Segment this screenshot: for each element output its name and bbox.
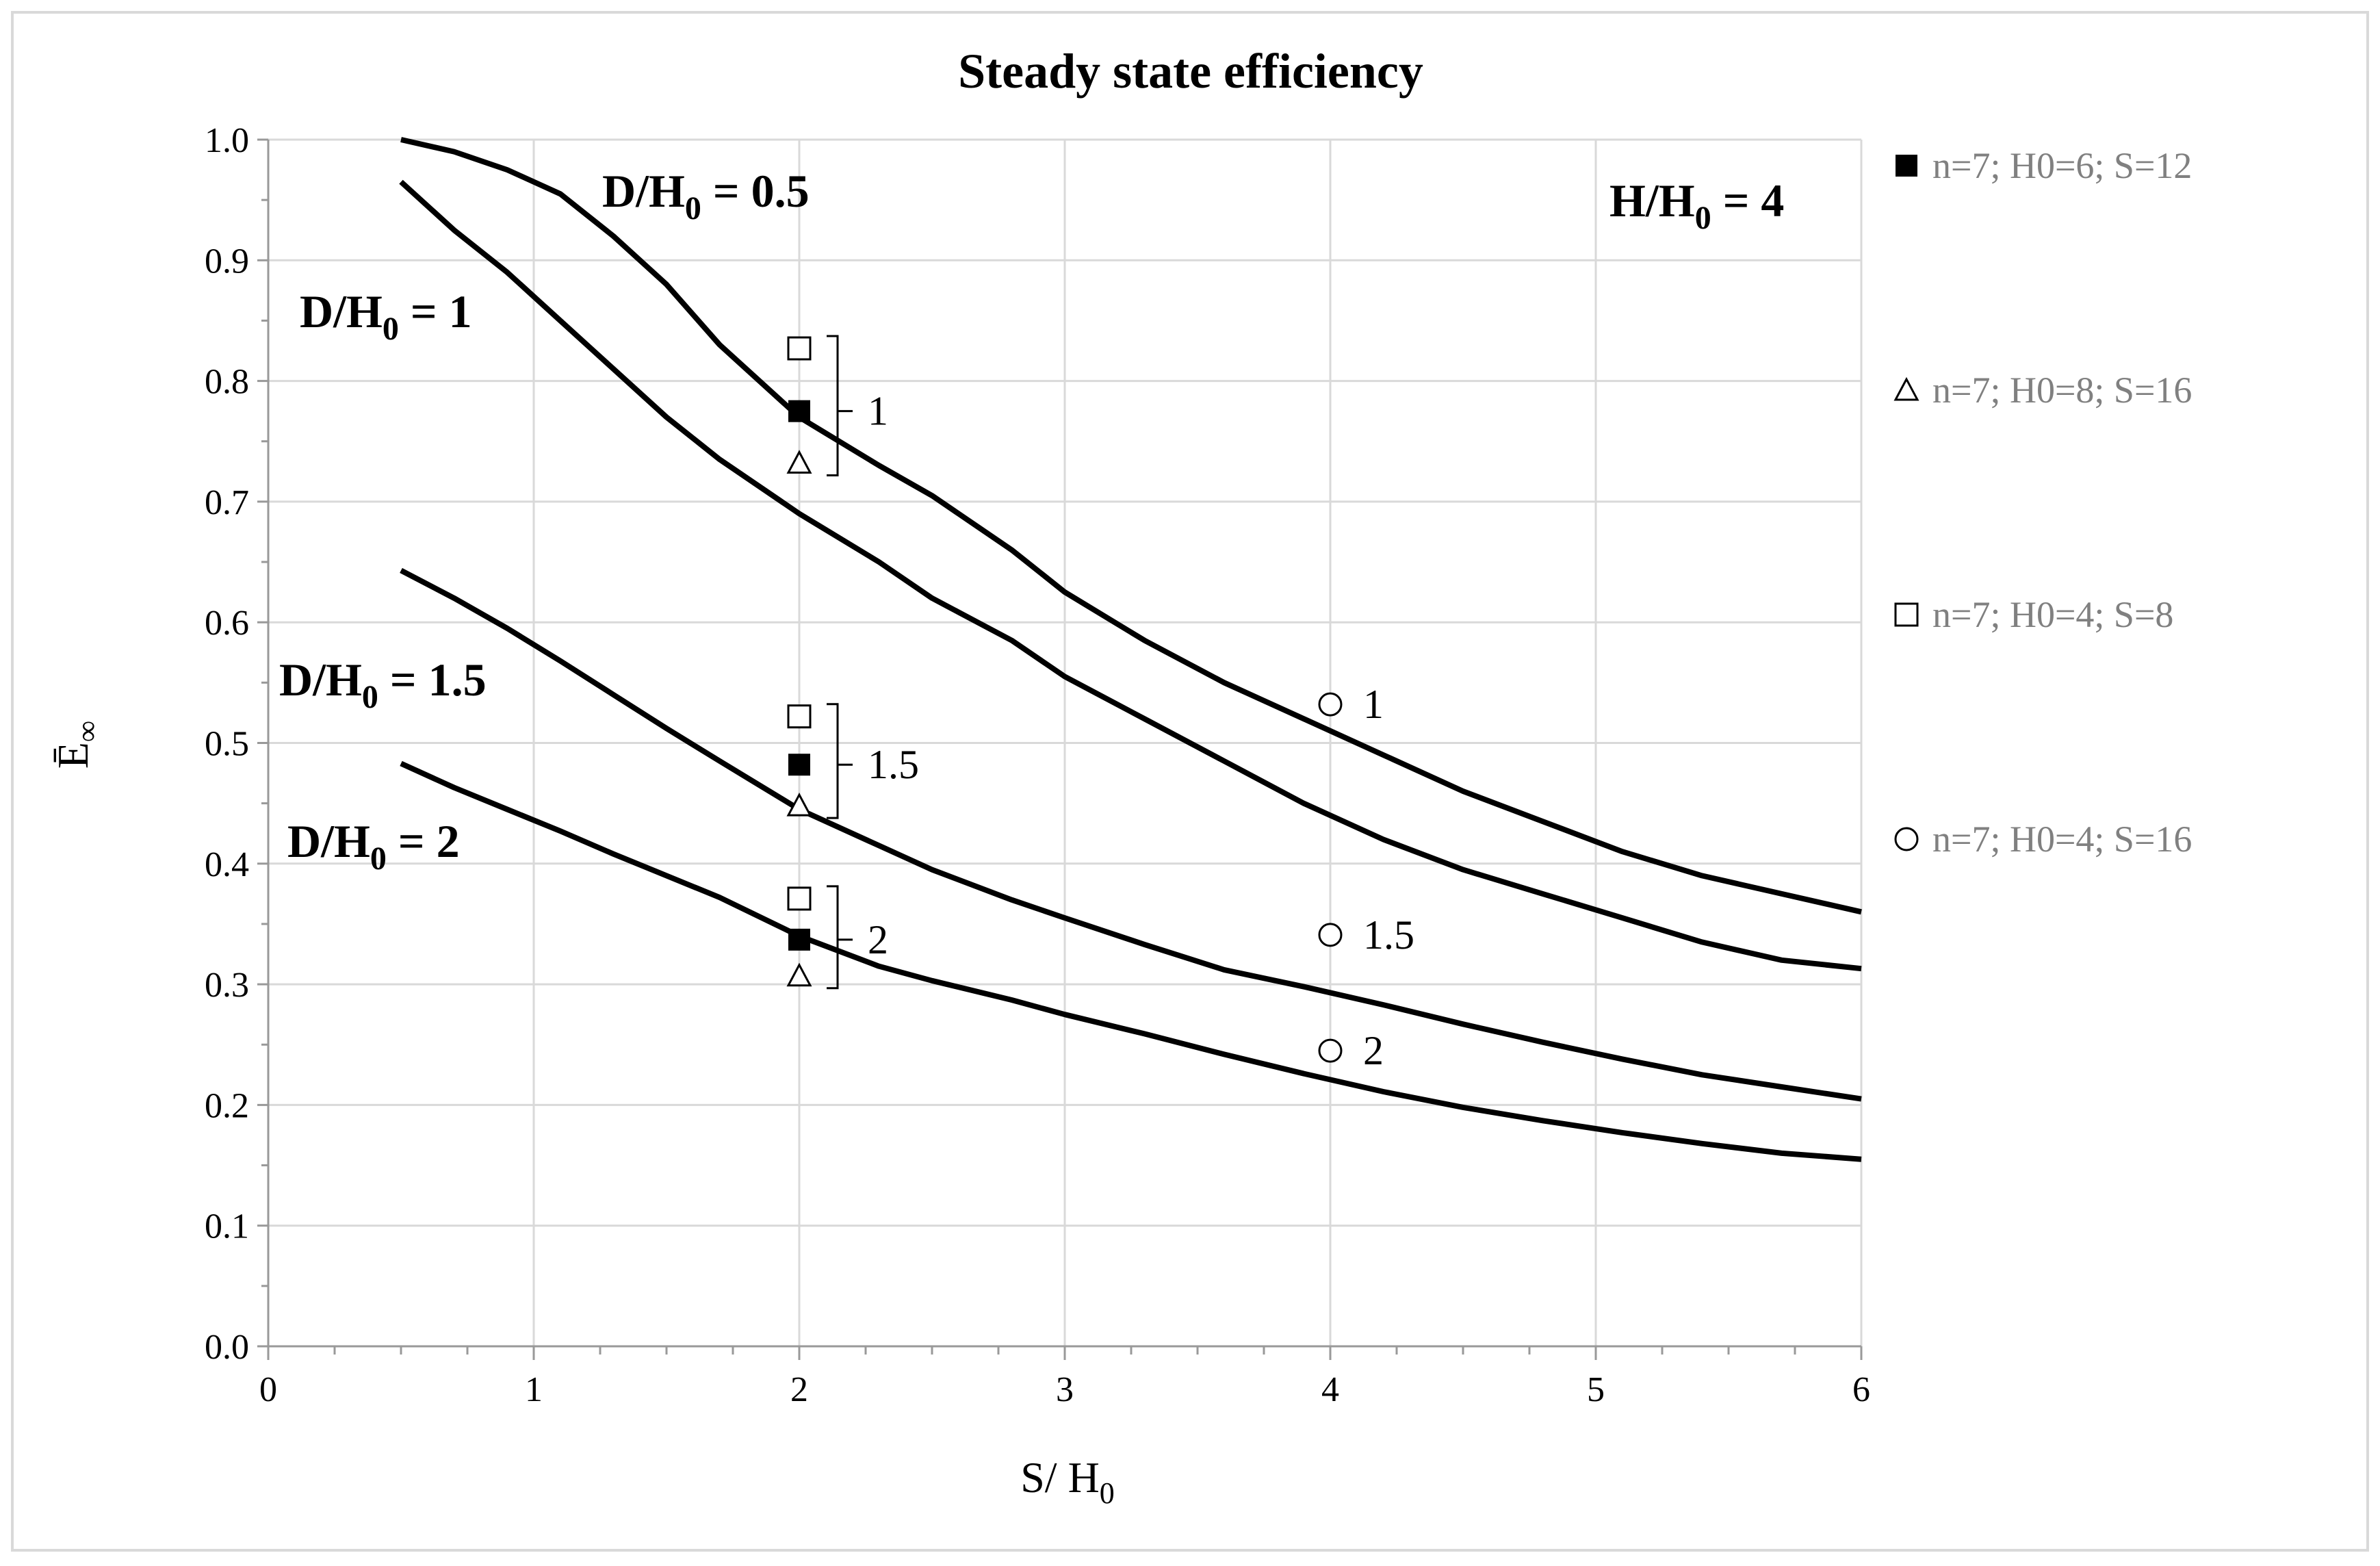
x-tick-label-1: 1 [525,1370,543,1409]
y-tick-label-9: 0.9 [205,242,249,281]
marker-open-triangle-1 [786,792,812,817]
circle-label-0: 1 [1363,682,1384,727]
series-lines [399,137,1862,1162]
annot-1-main: D/H [300,285,383,337]
y-tick-label-0: 0.0 [205,1328,249,1367]
annot-1.5-main: D/H [279,654,362,706]
series-line-3 [400,760,1862,1162]
bracket-2 [827,885,853,990]
marker-open-circle-1 [1318,923,1343,947]
annot-2-sub: 0 [370,840,387,877]
legend-label-2: n=7; H0=4; S=8 [1932,594,2173,635]
marker-open-square-1 [787,704,812,729]
legend-label-0: n=7; H0=6; S=12 [1932,145,2192,186]
x-tick-label-0: 0 [259,1370,277,1409]
marker-open-square-2 [787,886,812,911]
marker-filled-square-2 [788,928,810,951]
y-axis-title-main: Ē [49,742,97,769]
y-tick-label-10: 1.0 [205,121,249,160]
annot-2-rest: = 2 [387,815,460,867]
y-tick-label-1: 0.1 [205,1207,249,1246]
y-tick-label-6: 0.6 [205,604,249,643]
chart-title: Steady state efficiency [958,44,1423,99]
legend-marker-0 [1896,155,1917,177]
y-tick-label-3: 0.3 [205,966,249,1005]
group-brackets: 1 1.5 2 1 1.5 2 [827,335,1414,1073]
series-line-0 [400,137,1862,915]
y-tick-label-8: 0.8 [205,363,249,402]
y-tick-label-4: 0.4 [205,845,249,884]
annot-0.5-main: D/H [602,165,685,217]
marker-open-triangle-0 [786,450,812,474]
x-tick-label-6: 6 [1852,1370,1870,1409]
chart-border [11,11,2369,1552]
x-tick-label-5: 5 [1587,1370,1605,1409]
x-tick-label-4: 4 [1321,1370,1339,1409]
annot-1-rest: = 1 [399,285,472,337]
annot-1.5-sub: 0 [362,679,378,715]
bracket-0 [827,335,853,476]
annot-1.5-rest: = 1.5 [378,654,487,706]
x-tick-label-3: 3 [1056,1370,1074,1409]
y-axis-title: Ē∞ [49,721,104,769]
x-axis-title: S/ H0 [1020,1453,1115,1510]
legend-label-1: n=7; H0=8; S=16 [1932,370,2192,411]
annot-2-main: D/H [287,815,370,867]
marker-filled-square-1 [788,754,810,776]
annotation-d-h0-1: D/H0 = 1 [300,285,472,347]
annot-h-sub: 0 [1695,200,1711,236]
group-label-2: 2 [868,917,888,962]
circle-label-1: 1.5 [1363,912,1414,958]
legend-marker-3 [1894,827,1919,851]
series-line-1 [399,179,1862,972]
group-label-0: 1 [868,389,888,434]
tick-labels: 0.0 0.1 0.2 0.3 0.4 0.5 0.6 0.7 0.8 0.9 1.0 0 1 2 3 4 5 6 [205,121,1870,1409]
group-label-1: 1.5 [868,742,919,787]
y-axis-title-group: Ē∞ [49,721,104,769]
y-tick-label-2: 0.2 [205,1086,249,1125]
x-tick-label-2: 2 [790,1370,808,1409]
series-line-2 [400,567,1862,1102]
marker-filled-square-0 [788,400,810,422]
y-axis-title-sub: ∞ [70,721,104,742]
x-axis-title-main: S/ H [1020,1453,1100,1502]
marker-open-triangle-2 [786,962,812,987]
y-tick-label-5: 0.5 [205,725,249,764]
annotation-d-h0-1-5: D/H0 = 1.5 [279,654,487,715]
marker-open-square-0 [787,336,812,361]
legend-marker-2 [1894,602,1919,627]
legend-label-3: n=7; H0=4; S=16 [1932,819,2192,860]
bracket-1 [827,703,853,819]
marker-open-circle-2 [1318,1038,1343,1063]
x-axis-title-sub: 0 [1100,1476,1115,1510]
annotation-d-h0-2: D/H0 = 2 [287,815,460,877]
y-tick-label-7: 0.7 [205,483,249,522]
legend: n=7; H0=6; S=12 n=7; H0=8; S=16 n=7; H0=4;… [1893,145,2192,860]
annotation-h-h0-4: H/H0 = 4 [1609,175,1784,236]
circle-label-2: 2 [1363,1028,1384,1073]
annot-0.5-rest: = 0.5 [701,165,810,217]
marker-open-circle-0 [1318,692,1343,717]
annot-0.5-sub: 0 [685,190,701,227]
annotation-d-h0-0-5: D/H0 = 0.5 [602,165,810,227]
annot-1-sub: 0 [383,311,399,347]
axes [257,138,1863,1360]
annot-h-main: H/H [1609,175,1695,227]
legend-marker-1 [1893,376,1919,401]
point-markers [786,336,1343,1063]
annot-h-rest: = 4 [1711,175,1785,227]
